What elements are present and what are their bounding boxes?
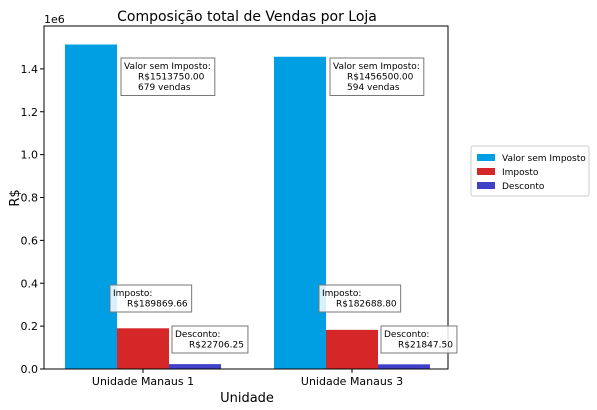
- bar-2-1: [117, 328, 169, 369]
- data-label-line: Desconto:: [175, 330, 220, 340]
- data-label-line: R$1456500.00: [347, 73, 414, 83]
- data-label-line: 679 vendas: [138, 83, 191, 93]
- y-tick-label: 0.4: [21, 277, 39, 290]
- legend-label-3: Desconto: [502, 182, 545, 192]
- data-label-line: Desconto:: [384, 330, 429, 340]
- data-label-2-1: Imposto:R$189869.66: [110, 285, 192, 312]
- data-label-line: R$21847.50: [398, 341, 453, 351]
- y-tick-label: 1.0: [21, 149, 39, 162]
- data-label-line: Valor sem Imposto:: [124, 62, 211, 72]
- y-offset-label: 1e6: [44, 13, 65, 26]
- legend-label-1: Valor sem Imposto: [502, 154, 586, 164]
- data-label-line: Valor sem Imposto:: [333, 62, 420, 72]
- bar-3-2: [378, 364, 430, 369]
- data-label-line: R$189869.66: [127, 300, 188, 310]
- y-tick-label: 0.0: [21, 363, 39, 376]
- bar-3-1: [169, 364, 221, 369]
- legend: Valor sem Imposto Imposto Desconto: [471, 146, 589, 196]
- x-tick-label: Unidade Manaus 3: [301, 375, 403, 388]
- data-label-line: 594 vendas: [347, 83, 400, 93]
- plot-area: 0.0 0.2 0.4 0.6 0.8 1.0 1.2 1.4 Unidade Manaus 1…: [21, 26, 457, 388]
- y-tick-label: 0.2: [21, 320, 39, 333]
- y-tick-label: 1.4: [21, 63, 39, 76]
- data-label-line: R$22706.25: [189, 341, 244, 351]
- y-tick-label: 0.8: [21, 192, 39, 205]
- legend-swatch-2: [477, 168, 495, 175]
- legend-label-2: Imposto: [502, 168, 539, 178]
- bar-1-2: [274, 57, 326, 369]
- legend-swatch-1: [477, 154, 495, 161]
- bar-1-1: [65, 44, 117, 369]
- y-tick-label: 0.6: [21, 234, 39, 247]
- y-tick-label: 1.2: [21, 106, 39, 119]
- data-label-3-1: Desconto:R$22706.25: [172, 326, 248, 353]
- data-label-line: R$182688.80: [336, 300, 397, 310]
- legend-swatch-3: [477, 182, 495, 189]
- x-tick-label: Unidade Manaus 1: [92, 375, 194, 388]
- bar-2-2: [326, 330, 378, 369]
- x-axis-label: Unidade: [220, 391, 274, 406]
- data-label-line: Imposto:: [322, 289, 361, 299]
- data-label-2-2: Imposto:R$182688.80: [319, 285, 401, 312]
- data-label-3-2: Desconto:R$21847.50: [381, 326, 457, 353]
- data-label-line: R$1513750.00: [138, 73, 205, 83]
- data-label-line: Imposto:: [113, 289, 152, 299]
- chart-title: Composição total de Vendas por Loja: [117, 9, 377, 25]
